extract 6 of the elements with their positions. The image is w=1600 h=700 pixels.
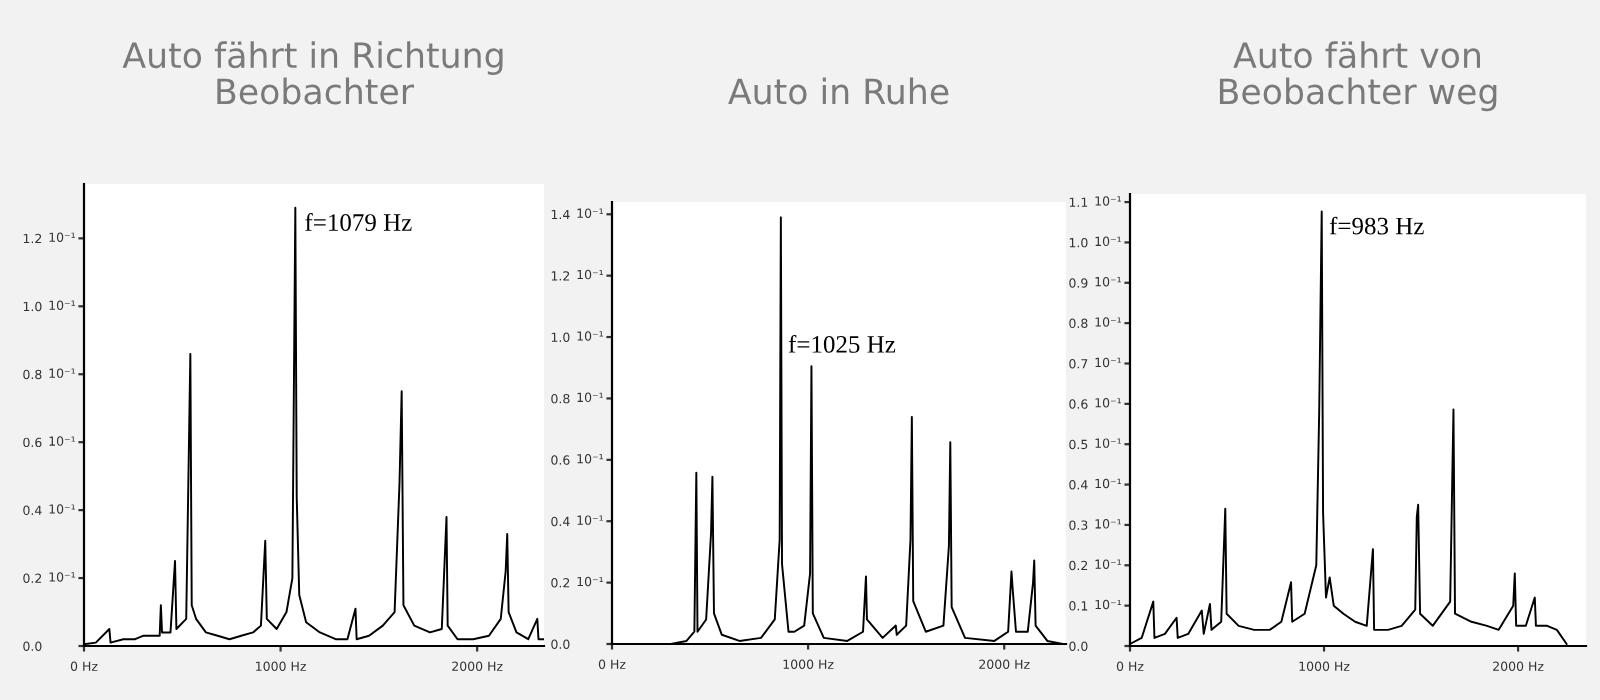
- annotation: f=1079 Hz: [305, 213, 412, 231]
- chart-title: Auto in Ruhe: [728, 77, 949, 105]
- chart-title: Auto fährt in Richtung Beobachter: [122, 41, 503, 105]
- annotation: f=983 Hz: [1329, 216, 1424, 235]
- chart-title: Auto fährt von Beobachter weg: [1219, 41, 1497, 112]
- annotation: f=1025 Hz: [788, 334, 896, 353]
